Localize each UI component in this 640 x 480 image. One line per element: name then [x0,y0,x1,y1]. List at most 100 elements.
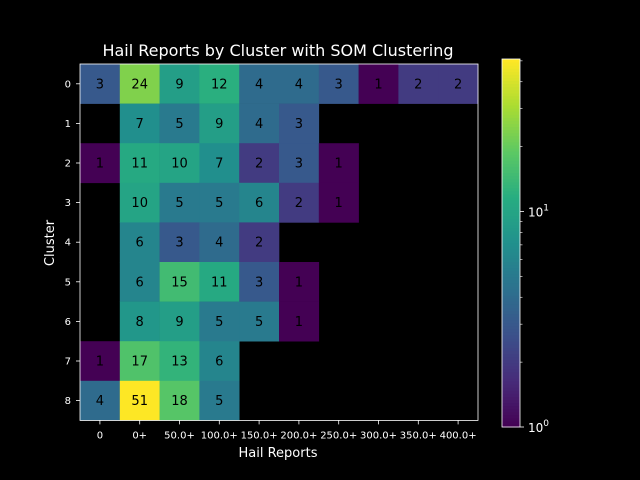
colorbar-segment [502,328,520,333]
colorbar-segment [502,65,520,69]
colorbar-segment [502,227,520,232]
colorbar-segment [502,80,520,85]
colorbar-segment [502,160,520,164]
colorbar-segment [502,347,520,351]
colorbar-segment [502,289,520,293]
heatmap-cell [80,380,121,421]
heatmap-cell [119,262,160,302]
cell-value-label: 2 [295,196,303,211]
heatmap-cell [318,182,359,223]
colorbar-segment [502,111,520,115]
colorbar-segment [502,132,520,137]
colorbar-segment [502,353,520,358]
colorbar-segment [502,298,520,302]
cell-value-label: 3 [175,236,183,251]
colorbar-segment [502,108,520,112]
cell-value-label: 6 [136,236,144,251]
heatmap-cell [199,103,240,144]
cell-value-label: 7 [136,117,144,132]
cell-value-label: 10 [171,157,188,172]
colorbar-segment [502,62,520,66]
colorbar-segment [502,279,520,284]
heatmap-cell [119,222,160,263]
cell-value-label: 2 [255,157,263,172]
colorbar-segment [502,197,520,201]
colorbar-segment [502,175,520,180]
heatmap-cell [279,103,320,144]
colorbar-tick-label: 100 [528,419,549,435]
y-tick-label: 6 [65,317,71,328]
colorbar-segment [502,151,520,155]
cell-value-label: 3 [295,157,303,172]
cell-value-label: 9 [215,117,223,132]
heatmap-cell [119,64,160,104]
heatmap-cell [318,143,359,184]
colorbar-segment [502,187,520,192]
plot-area: 3 24 9 12 4 4 3 1 2 27 5 9 4 31 11 10 7 2 3 110 5 5 6 2 16 3 4 26 15… [65,63,479,441]
cell-value-label: 1 [295,315,303,330]
cell-value-label: 24 [131,77,148,92]
heatmap-cell [199,182,240,223]
heatmap-cell [279,301,320,342]
colorbar-segment [502,408,520,413]
heatmap-cell [159,182,200,223]
x-axis-label: Hail Reports [239,446,318,461]
heatmap-cell [199,341,240,382]
heatmap-cell [199,301,240,342]
colorbar-segment [502,200,520,204]
colorbar-segment [502,215,520,220]
heatmap-cell [159,301,200,342]
colorbar: 100 101 [501,58,549,435]
colorbar-segment [502,184,520,189]
colorbar-segment [502,341,520,345]
colorbar-segment [502,71,520,75]
x-tick-label: 200.0+ [280,430,317,441]
colorbar-segment [502,144,520,149]
heatmap-cell [80,341,121,382]
colorbar-segment [502,307,520,312]
colorbar-segment [502,350,520,354]
cell-value-label: 1 [96,157,104,172]
y-tick-label: 0 [65,79,71,90]
heatmap-cell [199,64,240,104]
colorbar-segment [502,292,520,296]
cell-value-label: 2 [255,236,263,251]
colorbar-segment [502,393,520,397]
heatmap-cell [80,64,121,104]
colorbar-segment [502,264,520,269]
cell-value-label: 6 [255,196,263,211]
y-tick-label: 2 [65,159,71,170]
colorbar-segment [502,338,520,342]
heatmap-cell [239,301,280,342]
colorbar-segment [502,233,520,238]
colorbar-segment [502,169,520,174]
heatmap-cell [119,380,160,421]
cell-value-label: 4 [255,117,263,132]
colorbar-segment [502,117,520,121]
heatmap-cell [119,301,160,342]
colorbar-segment [502,212,520,216]
colorbar-segment [502,243,520,247]
cell-value-label: 9 [175,315,183,330]
colorbar-segment [502,236,520,241]
heatmap-cell [318,64,359,104]
colorbar-segment [502,399,520,404]
x-tick-label: 150.0+ [241,430,278,441]
cell-value-label: 2 [454,77,462,92]
cell-value-label: 6 [215,355,223,370]
colorbar-segment [502,261,520,266]
colorbar-segment [502,141,520,146]
colorbar-segment [502,239,520,244]
colorbar-segment [502,316,520,321]
colorbar-segment [502,331,520,336]
cell-value-label: 3 [255,275,263,290]
colorbar-segment [502,86,520,91]
heatmap-cell [159,341,200,382]
cell-value-label: 4 [96,394,104,409]
colorbar-segment [502,172,520,177]
heatmap-cell [438,64,479,104]
cell-value-label: 9 [175,77,183,92]
colorbar-segment [502,396,520,400]
heatmap-cell [239,262,280,302]
